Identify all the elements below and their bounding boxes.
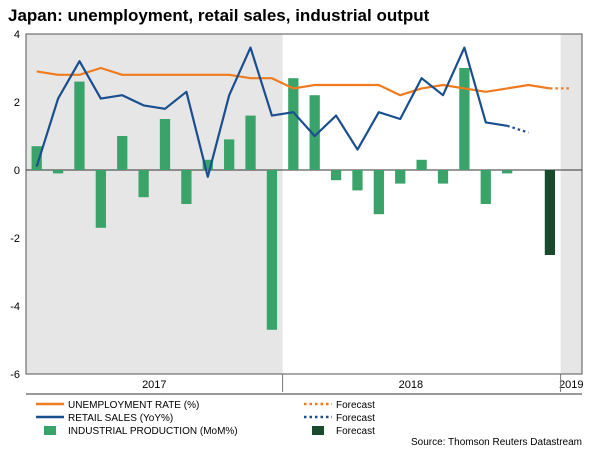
legend-retail-label: RETAIL SALES (YoY%) [68, 413, 173, 424]
industrial-production-bar [74, 81, 85, 170]
chart-title: Japan: unemployment, retail sales, indus… [8, 6, 430, 25]
shaded-band-1 [560, 34, 582, 374]
industrial-production-bar [202, 159, 213, 170]
y-tick-label: -4 [10, 301, 20, 313]
legend-industrial-label: INDUSTRIAL PRODUCTION (MoM%) [68, 426, 238, 437]
legend-unemployment-label: UNEMPLOYMENT RATE (%) [68, 400, 199, 411]
industrial-production-bar [352, 170, 363, 191]
y-tick-label: 0 [14, 165, 20, 177]
industrial-production-bar [502, 170, 513, 174]
industrial-production-bar [288, 78, 299, 170]
retail-sales-line-forecast [506, 124, 529, 134]
industrial-production-bar [416, 159, 427, 170]
industrial-production-bar [309, 95, 320, 170]
year-label: 2019 [559, 379, 583, 391]
industrial-production-bar [373, 170, 384, 215]
industrial-production-bar [480, 170, 491, 204]
source-note: Source: Thomson Reuters Datastream [411, 437, 582, 448]
industrial-production-bar [437, 170, 449, 184]
y-tick-label: 2 [14, 97, 20, 109]
year-label: 2018 [399, 379, 423, 391]
legend-retail-forecast-label: Forecast [336, 413, 375, 424]
industrial-production-bar [138, 170, 149, 198]
industrial-production-bar [31, 146, 42, 170]
industrial-production-bar [266, 170, 278, 330]
industrial-production-bar [330, 170, 342, 181]
plot-frame [25, 33, 583, 375]
retail-sales-line [35, 46, 508, 178]
industrial-production-forecast-bar [544, 170, 556, 255]
industrial-production-bar [459, 68, 470, 170]
industrial-production-bar [181, 170, 192, 204]
industrial-production-bar [245, 115, 256, 170]
year-label: 2017 [142, 379, 166, 391]
shaded-band-0 [26, 34, 283, 374]
legend-industrial-forecast-label: Forecast [336, 426, 375, 437]
unemployment-rate-line [36, 66, 551, 97]
industrial-production-bar [52, 170, 64, 174]
industrial-production-bar [224, 139, 235, 170]
industrial-production-bar [95, 170, 106, 228]
legend-unemployment-forecast-label: Forecast [336, 400, 375, 411]
legend-industrial-swatch [44, 426, 56, 435]
y-tick-label: -2 [10, 233, 20, 245]
industrial-production-bar [117, 136, 128, 170]
legend-industrial-forecast-swatch [312, 426, 324, 435]
y-tick-label: -6 [10, 369, 20, 381]
industrial-production-bar [159, 119, 171, 170]
y-tick-label: 4 [14, 29, 20, 41]
industrial-production-bar [395, 170, 406, 184]
